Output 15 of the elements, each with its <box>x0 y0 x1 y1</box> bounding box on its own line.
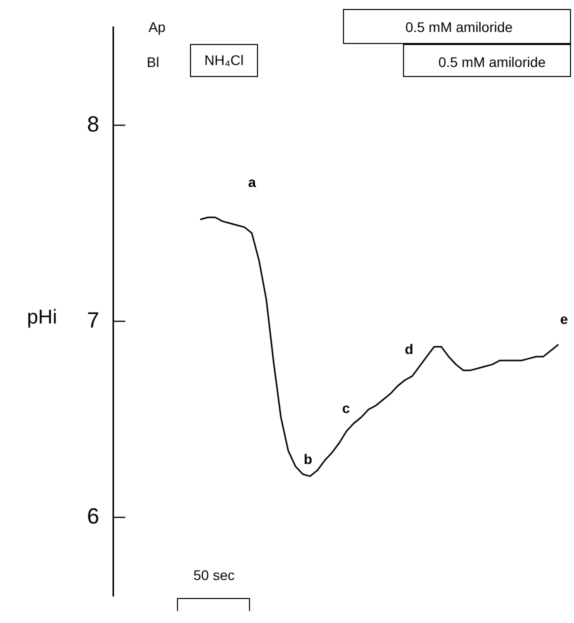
annotation: d <box>404 340 414 357</box>
y-tick-label: 8 <box>86 111 100 136</box>
annotation: 50 sec <box>193 566 235 583</box>
annotation: NH₄Cl <box>204 52 244 68</box>
y-tick-label: 7 <box>86 307 100 332</box>
annotation: a <box>248 174 256 190</box>
y-tick-label: 6 <box>86 503 100 528</box>
annotation: Bl <box>146 54 160 70</box>
annotation: 0.5 mM amiloride <box>438 54 546 70</box>
annotation: e <box>560 310 568 327</box>
y-axis-title: pHi <box>26 306 58 329</box>
annotation: 0.5 mM amiloride <box>405 18 513 35</box>
annotation: Ap <box>148 18 166 35</box>
annotation: b <box>304 450 312 467</box>
annotation: c <box>342 400 350 416</box>
